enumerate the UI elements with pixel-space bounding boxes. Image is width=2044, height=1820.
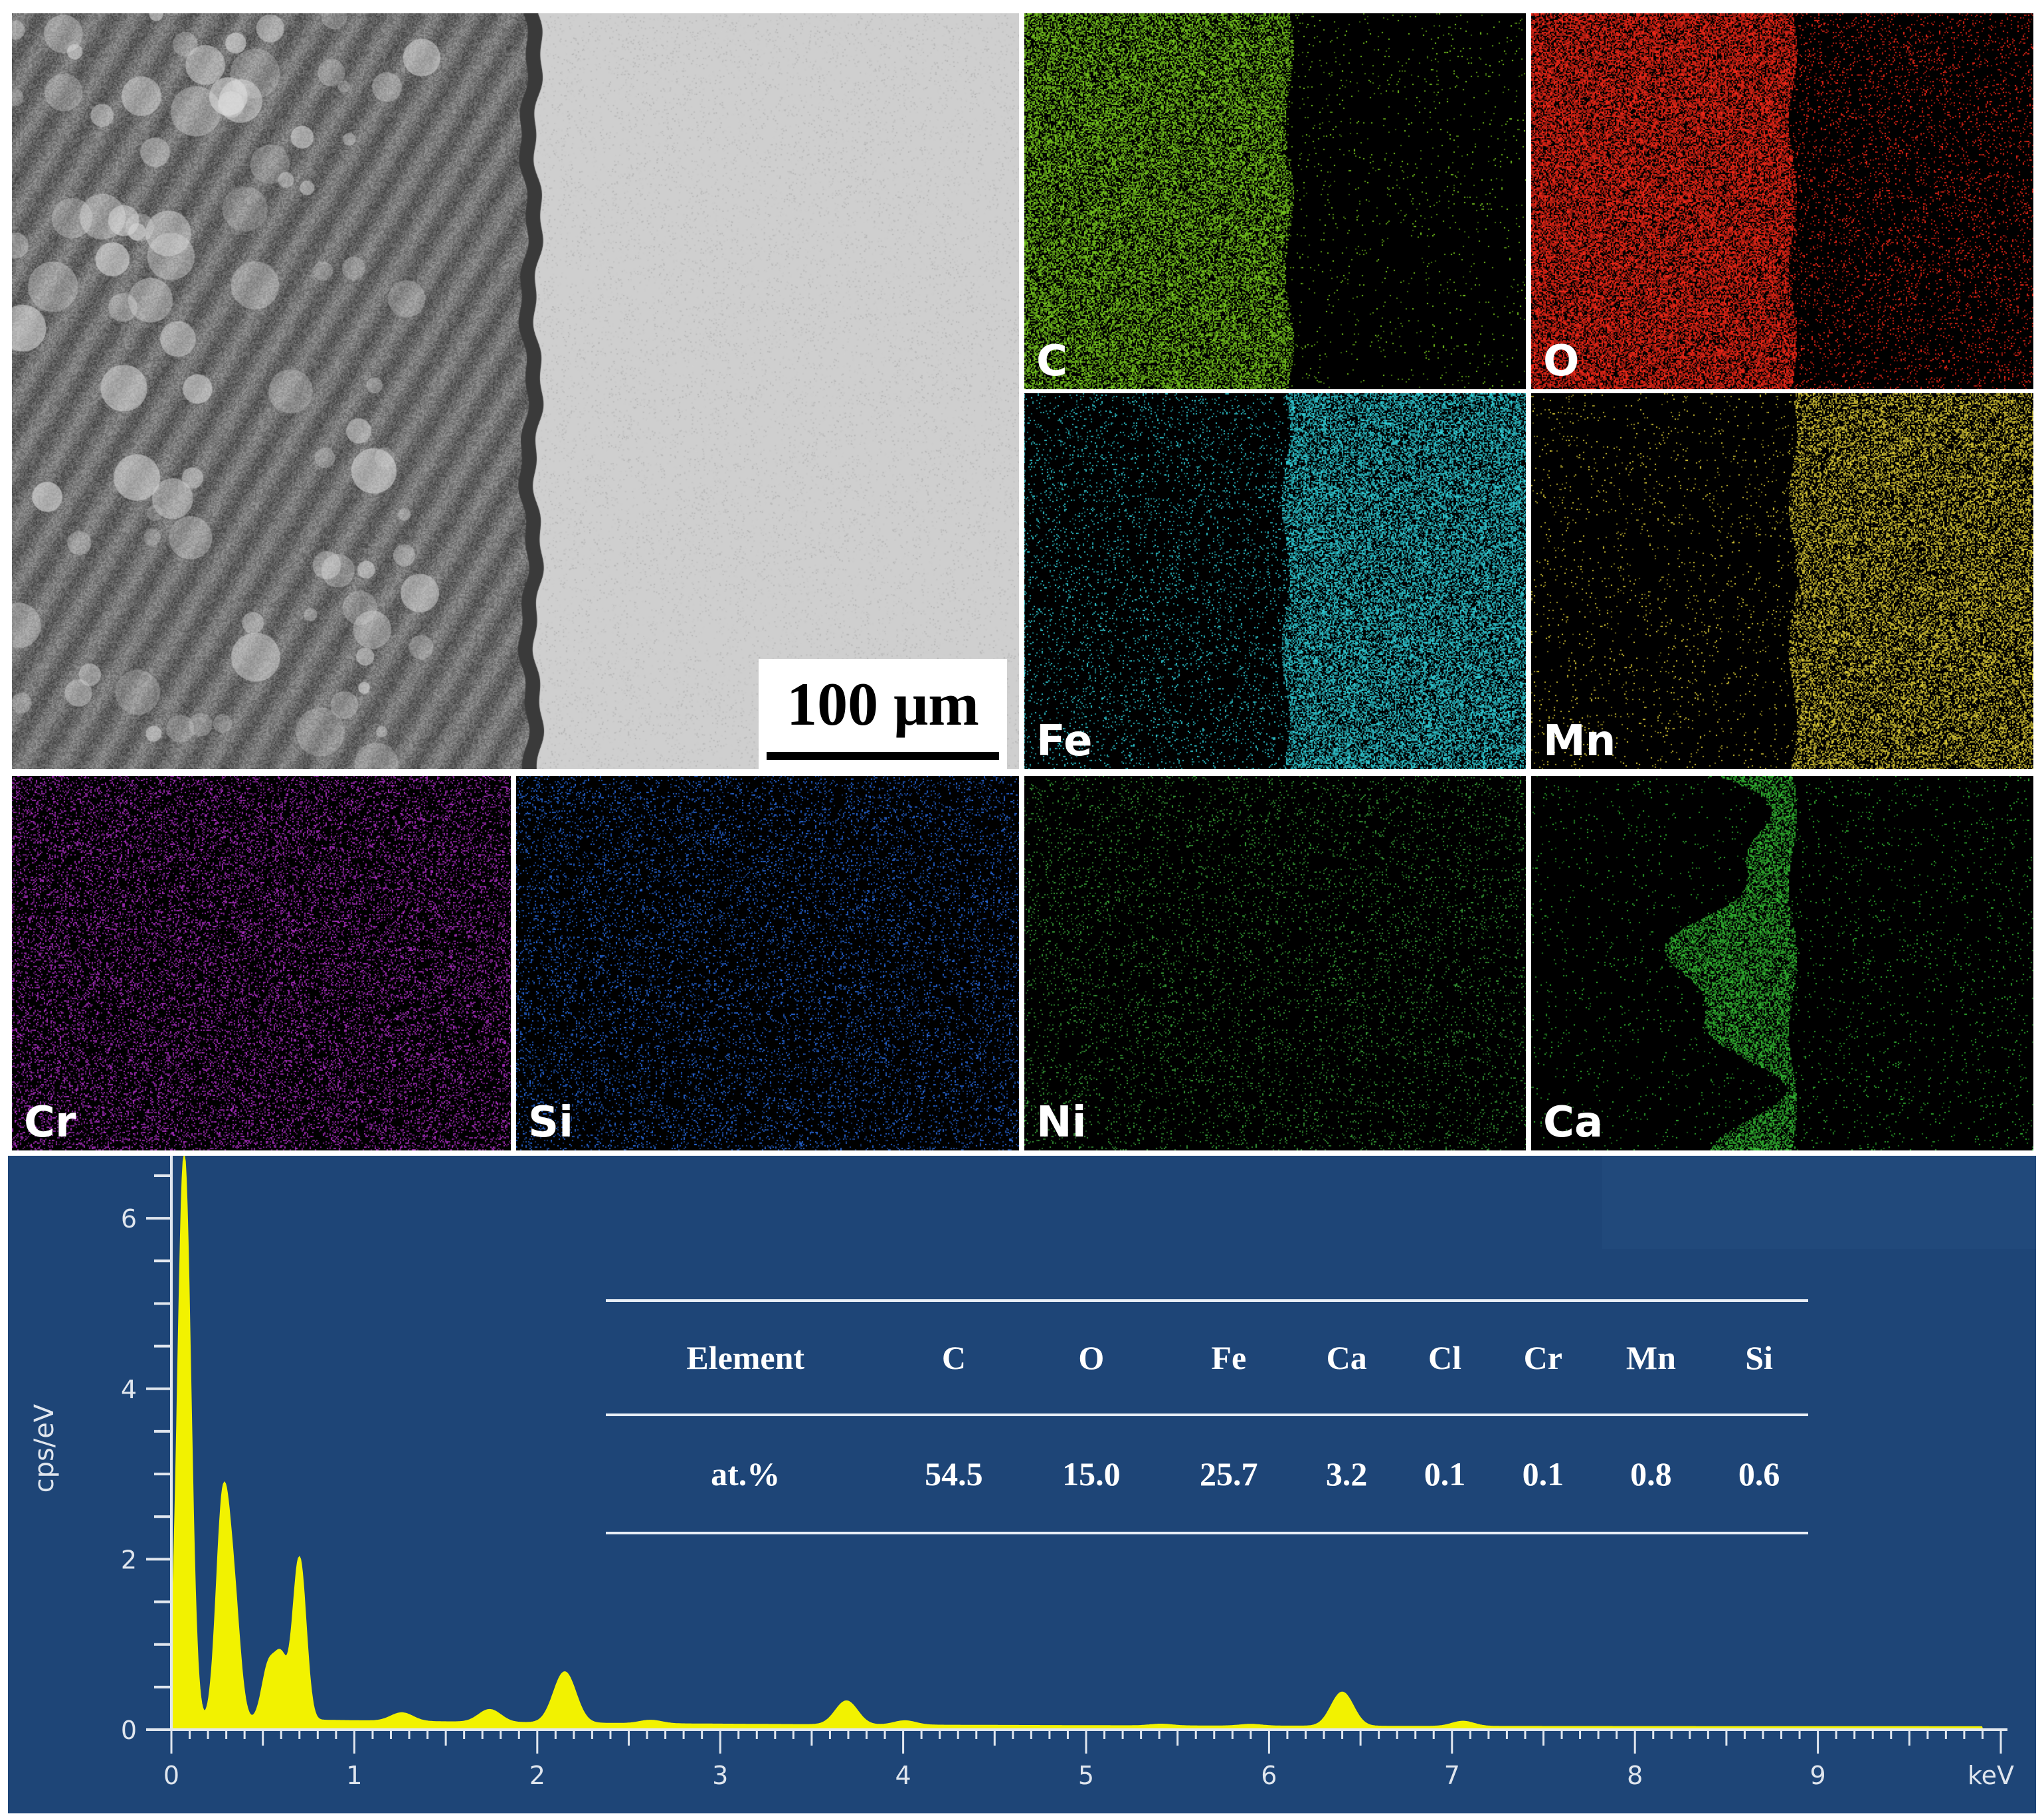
table-header-row: Element C O Fe Ca Cl Cr Mn Si	[606, 1301, 1808, 1415]
spectrum-glow	[1602, 1156, 2036, 1249]
peak-point	[401, 1720, 404, 1723]
peak-point	[649, 1724, 652, 1728]
x-axis-label: keV	[1968, 1761, 2014, 1790]
peak-point	[1341, 1694, 1344, 1697]
table-cell: 25.7	[1200, 1455, 1258, 1493]
eds-spectrum: 0123456789keV0246cps/eVCCaOCrMnFeSiClCaC…	[8, 1156, 2036, 1813]
map-Mn: Mn	[1531, 393, 2033, 769]
x-tick-label: 2	[529, 1761, 545, 1790]
map-Fe: Fe	[1024, 393, 1526, 769]
peak-point	[266, 1677, 270, 1681]
table-header-cell: O	[1078, 1339, 1105, 1376]
map-label: Fe	[1036, 717, 1093, 766]
table-row: at.% 54.5 15.0 25.7 3.2 0.1 0.1 0.8 0.6	[606, 1415, 1808, 1533]
peak-point	[221, 1524, 225, 1527]
x-tick-label: 6	[1261, 1761, 1277, 1790]
map-label: O	[1543, 337, 1580, 386]
y-tick-label: 0	[121, 1716, 137, 1745]
table-header-cell: Ca	[1326, 1339, 1367, 1376]
map-label: Mn	[1543, 717, 1616, 766]
peak-point	[903, 1724, 907, 1727]
peak-point	[845, 1704, 848, 1708]
scale-bar	[767, 752, 999, 760]
table-cell: 0.1	[1424, 1455, 1466, 1493]
peak-point	[298, 1566, 301, 1570]
map-Ca: Ca	[1531, 776, 2033, 1150]
map-label: C	[1036, 337, 1068, 386]
map-label: Ca	[1543, 1098, 1604, 1147]
table-header-cell: Cr	[1523, 1339, 1562, 1376]
table-cell: 3.2	[1325, 1455, 1368, 1493]
scale-bar-box: 100 μm	[759, 659, 1007, 769]
y-tick-label: 4	[121, 1375, 137, 1404]
table-cell: 15.0	[1062, 1455, 1121, 1493]
spectrum-trace	[171, 1156, 1984, 1730]
table-header-cell: Element	[686, 1339, 805, 1376]
x-tick-label: 0	[163, 1761, 179, 1790]
peak-point	[232, 1617, 235, 1621]
x-tick-label: 8	[1627, 1761, 1643, 1790]
table-header-cell: Cl	[1428, 1339, 1461, 1376]
table-header-cell: Si	[1745, 1339, 1773, 1376]
y-axis-label: cps/eV	[29, 1404, 60, 1493]
y-tick-label: 2	[121, 1545, 137, 1574]
sem-image	[12, 13, 1019, 769]
table-cell: 0.6	[1738, 1455, 1780, 1493]
table-cell: 54.5	[925, 1455, 983, 1493]
x-tick-label: 4	[895, 1761, 911, 1790]
map-Cr: Cr	[12, 776, 511, 1150]
map-label: Si	[528, 1098, 574, 1147]
table-cell: at.%	[711, 1455, 781, 1493]
map-label: Ni	[1036, 1098, 1087, 1147]
peak-point	[1461, 1723, 1465, 1726]
peak-point	[183, 1166, 186, 1169]
map-Si: Si	[516, 776, 1019, 1150]
map-C: C	[1024, 13, 1526, 389]
table-header-cell: C	[941, 1339, 966, 1376]
composition-table: Element C O Fe Ca Cl Cr Mn Si at.% 54.5 …	[606, 1299, 1808, 1534]
x-tick-label: 1	[346, 1761, 362, 1790]
x-tick-label: 5	[1078, 1761, 1094, 1790]
peak-point	[280, 1669, 283, 1672]
table-cell: 0.8	[1630, 1455, 1672, 1493]
x-tick-label: 7	[1444, 1761, 1460, 1790]
x-tick-label: 9	[1810, 1761, 1826, 1790]
scale-bar-label: 100 μm	[787, 670, 979, 738]
peak-point	[488, 1715, 492, 1718]
x-tick-label: 3	[712, 1761, 728, 1790]
map-O: O	[1531, 13, 2033, 389]
spectrum-plot: 0123456789keV0246cps/eVCCaOCrMnFeSiClCaC…	[29, 1156, 2036, 1790]
y-tick-label: 6	[121, 1204, 137, 1233]
table-cell: 0.1	[1522, 1455, 1564, 1493]
map-Ni: Ni	[1024, 776, 1526, 1150]
sem-micrograph: 100 μm	[12, 13, 1019, 769]
table-header-cell: Mn	[1626, 1339, 1676, 1376]
map-label: Cr	[24, 1098, 76, 1147]
table-header-cell: Fe	[1211, 1339, 1247, 1376]
peak-point	[563, 1677, 567, 1681]
